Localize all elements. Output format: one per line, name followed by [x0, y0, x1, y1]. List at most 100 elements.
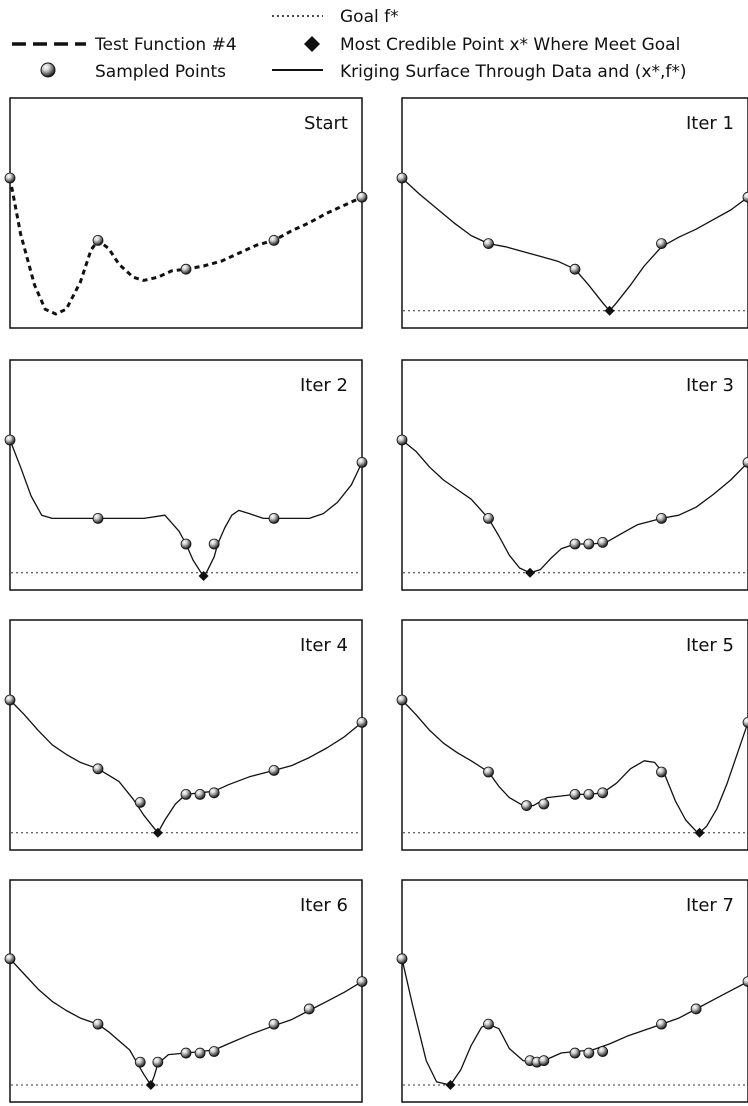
sampled-point [356, 976, 368, 987]
sampled-point [4, 694, 16, 706]
kriging-curve [401, 439, 748, 574]
panel-frame [401, 359, 748, 591]
sampled-point [521, 800, 532, 811]
sampled-point [483, 238, 494, 250]
sampled-point [194, 1047, 206, 1059]
panel-title: Iter 5 [686, 635, 734, 656]
credible-point [604, 305, 615, 316]
sampled-point [742, 717, 748, 728]
sampled-point [303, 1003, 315, 1015]
kriging-curve [9, 958, 363, 1086]
test-function-curve [8, 177, 363, 316]
sampled-point [4, 172, 16, 184]
panel-title: Iter 2 [300, 375, 348, 396]
sampled-point [396, 953, 408, 965]
legend-sampled-swatch [40, 62, 56, 78]
credible-point [445, 1079, 456, 1090]
sampled-point [194, 789, 206, 800]
sampled-point [656, 513, 667, 524]
chart-panel: Iter 1 [396, 97, 748, 329]
chart-panel: Iter 4 [4, 619, 368, 851]
sampled-point [538, 1055, 550, 1067]
panel-frame [9, 359, 363, 591]
chart-panel: Iter 2 [4, 359, 368, 591]
sampled-point [583, 538, 595, 550]
panel-title: Iter 4 [300, 635, 348, 656]
sampled-point [208, 787, 220, 799]
panel-title: Iter 3 [686, 375, 734, 396]
sampled-point [180, 789, 192, 800]
panels: Start Iter 1 Iter 2 Iter 3 Iter 4 Iter 5 Iter … [4, 97, 748, 1103]
sampled-point [690, 1003, 702, 1015]
sampled-point [396, 172, 408, 184]
sampled-point [742, 191, 748, 203]
sampled-point [134, 1056, 146, 1068]
chart-panel: Iter 5 [396, 619, 748, 851]
sampled-point [208, 1046, 220, 1057]
kriging-curve [9, 699, 363, 834]
sampled-point [742, 976, 748, 987]
sampled-point [92, 763, 104, 775]
legend-most-credible-swatch [304, 36, 320, 52]
sampled-point [569, 263, 581, 275]
sampled-point [92, 1018, 104, 1030]
sampled-point [583, 789, 595, 800]
sampled-point [92, 513, 104, 524]
credible-point [145, 1079, 156, 1090]
sampled-point [396, 434, 408, 446]
sampled-point [268, 513, 280, 524]
legend-most-credible-label: Most Credible Point x* Where Meet Goal [340, 35, 680, 55]
panel-frame [401, 97, 748, 329]
sampled-point [569, 789, 581, 800]
legend-sampled-label: Sampled Points [95, 62, 226, 82]
sampled-point [4, 434, 16, 446]
sampled-point [597, 787, 609, 799]
sampled-point [4, 953, 16, 965]
credible-point [198, 571, 209, 581]
panel-frame [9, 97, 363, 329]
sampled-point [656, 1018, 667, 1030]
sampled-point [208, 538, 220, 550]
kriging-curve [401, 699, 748, 834]
sampled-point [268, 234, 280, 246]
sampled-point [356, 717, 368, 728]
panel-title: Iter 6 [300, 895, 348, 916]
sampled-point [742, 457, 748, 468]
sampled-point [583, 1047, 595, 1059]
panel-frame [9, 619, 363, 851]
sampled-point [483, 1018, 494, 1030]
sampled-point [656, 238, 667, 250]
sampled-point [396, 694, 408, 706]
kriging-curve [401, 177, 748, 312]
sampled-point [180, 263, 192, 275]
legend-kriging-label: Kriging Surface Through Data and (x*,f*) [340, 62, 687, 82]
sampled-point [134, 797, 146, 808]
sampled-point [538, 798, 550, 810]
sampled-point [92, 234, 104, 246]
sampled-point [597, 537, 609, 548]
chart-panel: Iter 6 [4, 879, 368, 1103]
legend: Goal f* Test Function #4 Most Credible P… [12, 7, 687, 82]
panel-frame [401, 619, 748, 851]
sampled-point [356, 191, 368, 203]
panel-frame [401, 879, 748, 1103]
sampled-point [268, 765, 280, 776]
legend-test-function-label: Test Function #4 [94, 35, 237, 55]
legend-goal-label: Goal f* [340, 7, 399, 27]
panel-title: Iter 1 [686, 113, 734, 134]
credible-point [152, 827, 163, 838]
kriging-curve [9, 439, 363, 577]
sampled-point [152, 1056, 164, 1068]
sampled-point [569, 538, 581, 550]
sampled-point [180, 538, 192, 550]
panel-title: Iter 7 [686, 895, 734, 916]
sampled-point [597, 1046, 609, 1057]
chart-panel: Iter 7 [396, 879, 748, 1103]
credible-point [694, 827, 705, 838]
sampled-point [356, 456, 368, 468]
panel-frame [9, 879, 363, 1103]
sampled-point [569, 1047, 581, 1059]
credible-point [525, 567, 536, 578]
kriging-curve [401, 958, 748, 1086]
